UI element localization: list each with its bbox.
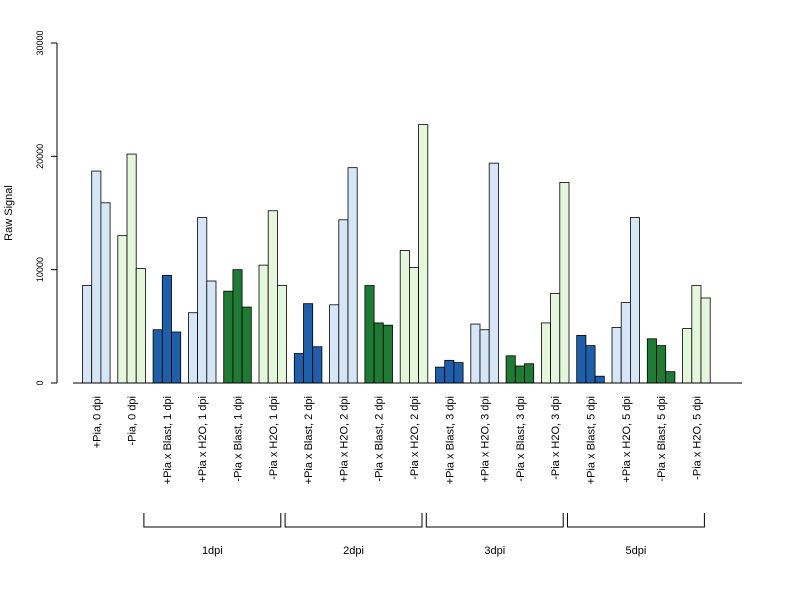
bar (187, 312, 198, 384)
category-label: +Pia x H2O, 2 dpi (338, 396, 350, 483)
bars (82, 124, 711, 384)
bar (197, 217, 208, 384)
category-label: +Pia x Blast, 5 dpi (586, 396, 598, 484)
group-bracket (284, 513, 423, 528)
category-label: -Pia x Blast, 1 dpi (233, 396, 245, 482)
group-label: 1dpi (202, 545, 223, 557)
group-label: 2dpi (343, 545, 364, 557)
category-label: -Pia x H2O, 5 dpi (691, 396, 703, 480)
bar (470, 323, 481, 384)
bar (223, 290, 234, 384)
bar (550, 293, 561, 384)
bar (594, 375, 605, 384)
bar (329, 304, 340, 384)
bar (399, 249, 410, 384)
bar (206, 280, 217, 384)
group-bracket (143, 513, 282, 528)
category-label: +Pia x H2O, 3 dpi (480, 396, 492, 483)
bar (700, 297, 711, 384)
bar (241, 306, 252, 384)
bar (505, 355, 516, 384)
category-label: +Pia x Blast, 2 dpi (303, 396, 315, 484)
bar (293, 353, 304, 384)
bar (100, 202, 111, 384)
bar (276, 285, 287, 384)
bar (524, 363, 535, 384)
category-label: -Pia x Blast, 3 dpi (515, 396, 527, 482)
bar (364, 285, 375, 384)
category-label: -Pia x Blast, 2 dpi (374, 396, 386, 482)
group-bracket (425, 513, 564, 528)
group-label: 3dpi (484, 545, 505, 557)
bar (373, 322, 384, 384)
bar (630, 217, 641, 384)
y-tick-label: 0 (35, 380, 45, 385)
category-label: +Pia x H2O, 5 dpi (621, 396, 633, 483)
bar (444, 359, 455, 384)
bar (620, 302, 631, 384)
group-label: 5dpi (626, 545, 647, 557)
bar (656, 345, 667, 384)
category-label: +Pia x Blast, 1 dpi (162, 396, 174, 484)
bar (382, 324, 393, 384)
bar (585, 345, 596, 384)
bar (232, 269, 243, 384)
bar (338, 219, 349, 384)
y-tick-label: 20000 (35, 144, 45, 169)
y-axis-title: Raw Signal (3, 185, 15, 241)
bar (161, 274, 172, 384)
bar (488, 162, 499, 384)
bar (82, 285, 93, 384)
category-label: -Pia x H2O, 2 dpi (409, 396, 421, 480)
bar (435, 366, 446, 384)
bar (135, 268, 146, 384)
bar (117, 235, 128, 384)
category-label: -Pia, 0 dpi (127, 396, 139, 446)
category-label: -Pia x Blast, 5 dpi (656, 396, 668, 482)
bar (514, 365, 525, 384)
bar (541, 322, 552, 384)
category-label: -Pia x H2O, 1 dpi (268, 396, 280, 480)
bar (258, 264, 269, 384)
y-axis: 0 10000 20000 30000 (35, 30, 58, 386)
category-label: +Pia x Blast, 3 dpi (444, 396, 456, 484)
group-bracket (567, 513, 705, 528)
category-label: -Pia x H2O, 3 dpi (550, 396, 562, 480)
category-label: +Pia x H2O, 1 dpi (197, 396, 209, 483)
bar (347, 167, 358, 384)
bar (646, 338, 657, 384)
y-tick-label: 10000 (35, 257, 45, 282)
bar (691, 285, 702, 384)
category-label: +Pia, 0 dpi (91, 396, 103, 448)
bar (682, 328, 693, 384)
bar (126, 153, 137, 384)
bar (408, 266, 419, 384)
bar (559, 181, 570, 384)
bar (267, 210, 278, 384)
bar (418, 124, 429, 384)
bar (152, 329, 163, 384)
category-labels: +Pia, 0 dpi -Pia, 0 dpi +Pia x Blast, 1 dp… (91, 396, 703, 484)
bar (171, 331, 182, 384)
bar (91, 170, 102, 384)
bar (303, 303, 314, 384)
bar (312, 346, 323, 384)
group-brackets: 1dpi 2dpi 3dpi 5dpi (143, 513, 705, 557)
bar (611, 327, 622, 384)
bar (665, 371, 676, 384)
y-tick-label: 30000 (35, 30, 45, 55)
bar (453, 362, 464, 384)
bar (576, 334, 587, 384)
bar (479, 329, 490, 384)
